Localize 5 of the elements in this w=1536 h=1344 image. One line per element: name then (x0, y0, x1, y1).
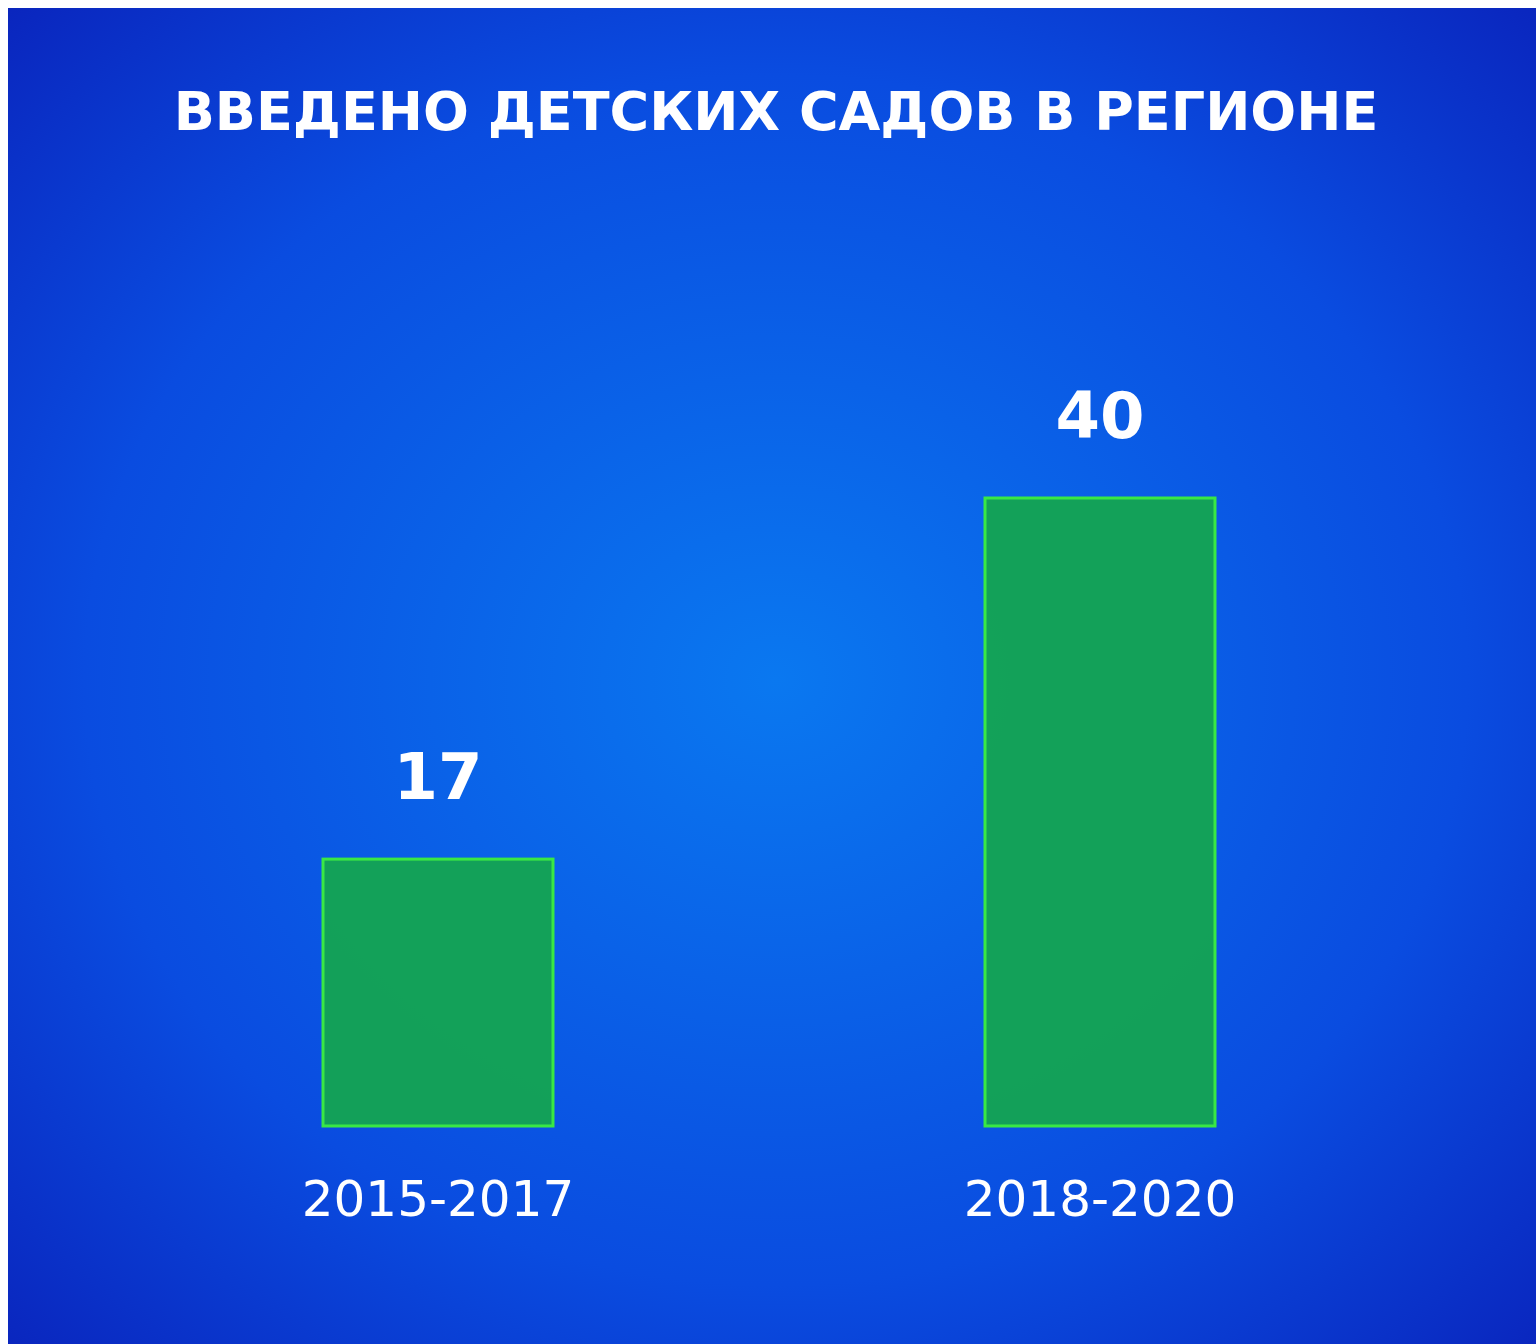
chart-title: ВВЕДЕНО ДЕТСКИХ САДОВ В РЕГИОНЕ (173, 80, 1379, 143)
data-label: 17 (393, 740, 483, 815)
x-tick-label: 2018-2020 (963, 1170, 1237, 1228)
x-tick-label: 2015-2017 (301, 1170, 575, 1228)
data-label: 40 (1055, 379, 1145, 453)
